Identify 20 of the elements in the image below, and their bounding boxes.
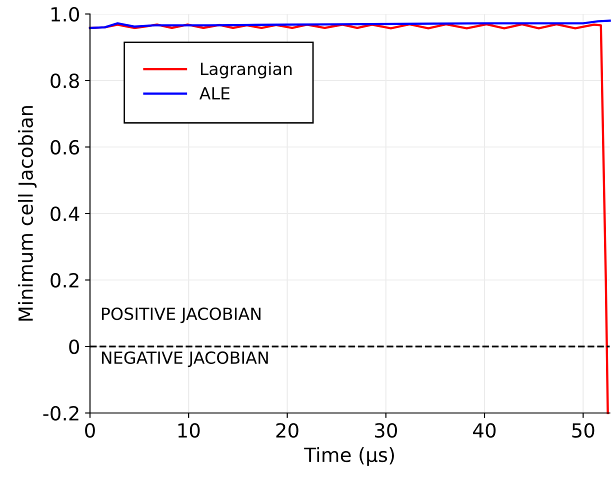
y-axis-title: Minimum cell Jacobian — [18, 106, 37, 321]
x-tick-label: 50 — [572, 423, 594, 438]
x-axis-title: Time (μs) — [304, 447, 394, 466]
x-tick-label: 30 — [375, 423, 397, 438]
y-tick-label: 0 — [69, 339, 79, 354]
legend-label: Lagrangian — [200, 62, 292, 78]
x-tick-label: 0 — [85, 423, 95, 438]
x-tick-label: 40 — [473, 423, 496, 438]
x-tick-label: 10 — [178, 423, 200, 438]
x-tick-label: 20 — [276, 423, 298, 438]
y-tick-label: 0.8 — [50, 73, 79, 88]
annotation: NEGATIVE JACOBIAN — [102, 351, 268, 368]
y-tick-label: 0.6 — [50, 140, 80, 155]
y-tick-label: 0.2 — [50, 272, 78, 288]
line-series — [88, 20, 611, 30]
y-tick-label: -0.2 — [43, 406, 78, 421]
annotation: POSITIVE JACOBIAN — [102, 307, 260, 324]
y-tick-label: 0.4 — [50, 206, 80, 222]
legend-label: ALE — [199, 87, 230, 100]
y-tick-label: 1.0 — [51, 6, 79, 22]
